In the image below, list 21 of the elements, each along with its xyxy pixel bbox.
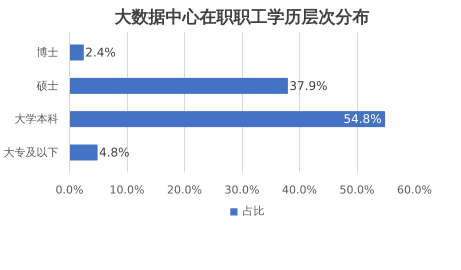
y-tick-label: 博士 bbox=[36, 46, 58, 59]
legend-label: 占比 bbox=[242, 204, 264, 218]
bar bbox=[70, 44, 84, 60]
y-tick-label: 大学本科 bbox=[14, 112, 58, 126]
chart-title: 大数据中心在职职工学历层次分布 bbox=[114, 8, 370, 28]
x-tick-label: 60.0% bbox=[397, 184, 432, 196]
y-tick-label: 硕士 bbox=[36, 79, 58, 92]
bar bbox=[70, 111, 386, 128]
x-tick-label: 40.0% bbox=[282, 184, 317, 196]
bar bbox=[70, 78, 288, 94]
text: 37.9% bbox=[289, 78, 328, 93]
text: 4.8% bbox=[99, 146, 130, 160]
x-tick-label: 30.0% bbox=[224, 184, 260, 196]
text: 54.8% bbox=[343, 112, 382, 126]
x-tick-label: 20.0% bbox=[167, 184, 202, 196]
x-tick-label: 0.0% bbox=[56, 184, 84, 196]
x-tick-label: 10.0% bbox=[110, 184, 144, 196]
y-tick-label: 大专及以下 bbox=[4, 146, 58, 159]
x-tick-label: 50.0% bbox=[340, 184, 374, 196]
text: 2.4% bbox=[85, 46, 116, 60]
bar bbox=[70, 144, 98, 160]
